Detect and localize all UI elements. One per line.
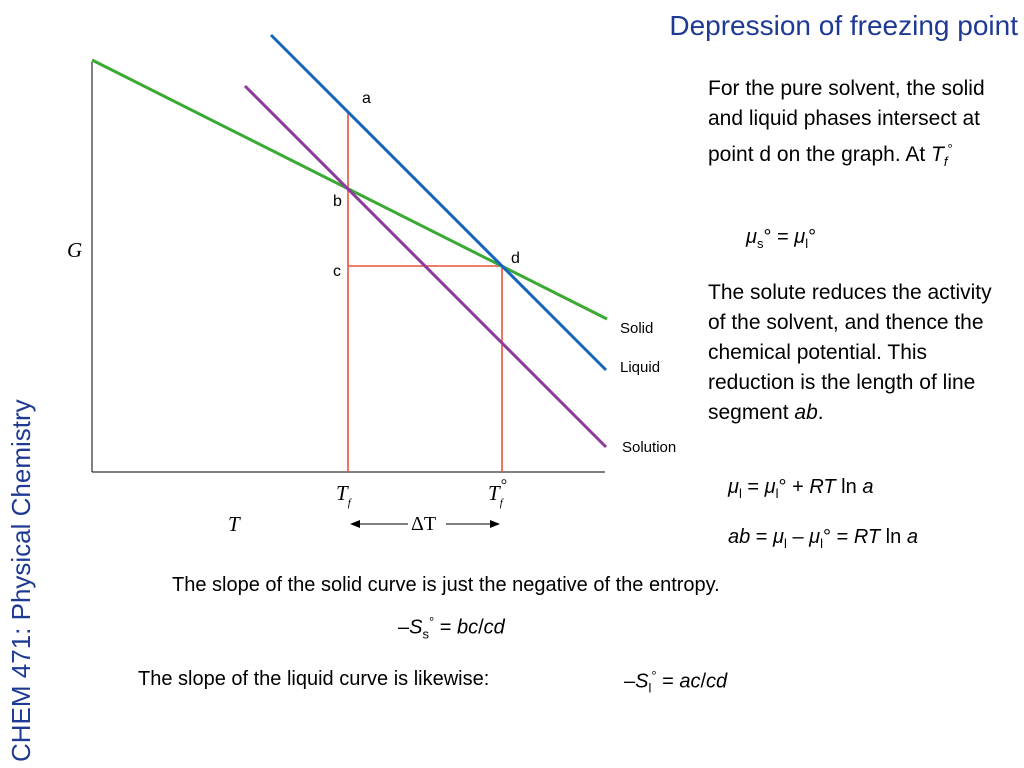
tf-label: Tf: [336, 481, 353, 509]
tf0-label: Tf°: [488, 477, 507, 509]
x-axis-label: T: [228, 512, 241, 536]
delta-t-arrowhead-right: [490, 520, 500, 528]
point-c-label: c: [333, 263, 341, 280]
equation-mu-l: μl = μl° + RT ln a: [728, 476, 874, 501]
delta-t-arrowhead-left: [350, 520, 360, 528]
solution-curve-label: Solution: [622, 439, 676, 456]
liquid-curve-label: Liquid: [620, 359, 660, 376]
solution-curve: [243, 84, 608, 449]
liquid-curve: [269, 33, 608, 372]
equation-ab: ab = μl – μl° = RT ln a: [728, 526, 918, 551]
equation-solid-entropy: –Ss° = bc/cd: [398, 614, 505, 642]
slide-title: Depression of freezing point: [669, 10, 1018, 41]
point-b-label: b: [333, 193, 342, 210]
point-a-label: a: [362, 90, 371, 107]
liquid-slope-text: The slope of the liquid curve is likewis…: [138, 668, 490, 690]
solid-curve-label: Solid: [620, 320, 653, 337]
solute-paragraph: The solute reduces the activity of the s…: [708, 281, 992, 424]
y-axis-label: G: [67, 238, 82, 262]
point-d-label: d: [511, 250, 520, 267]
solid-slope-text: The slope of the solid curve is just the…: [172, 574, 720, 596]
delta-t-label: ΔT: [411, 513, 436, 535]
pure-solvent-paragraph: For the pure solvent, the solid and liqu…: [708, 77, 985, 170]
equation-liquid-entropy: –Sl° = ac/cd: [624, 668, 728, 696]
equation-mu-s-equals-mu-l: μs° = μl°: [746, 226, 817, 251]
